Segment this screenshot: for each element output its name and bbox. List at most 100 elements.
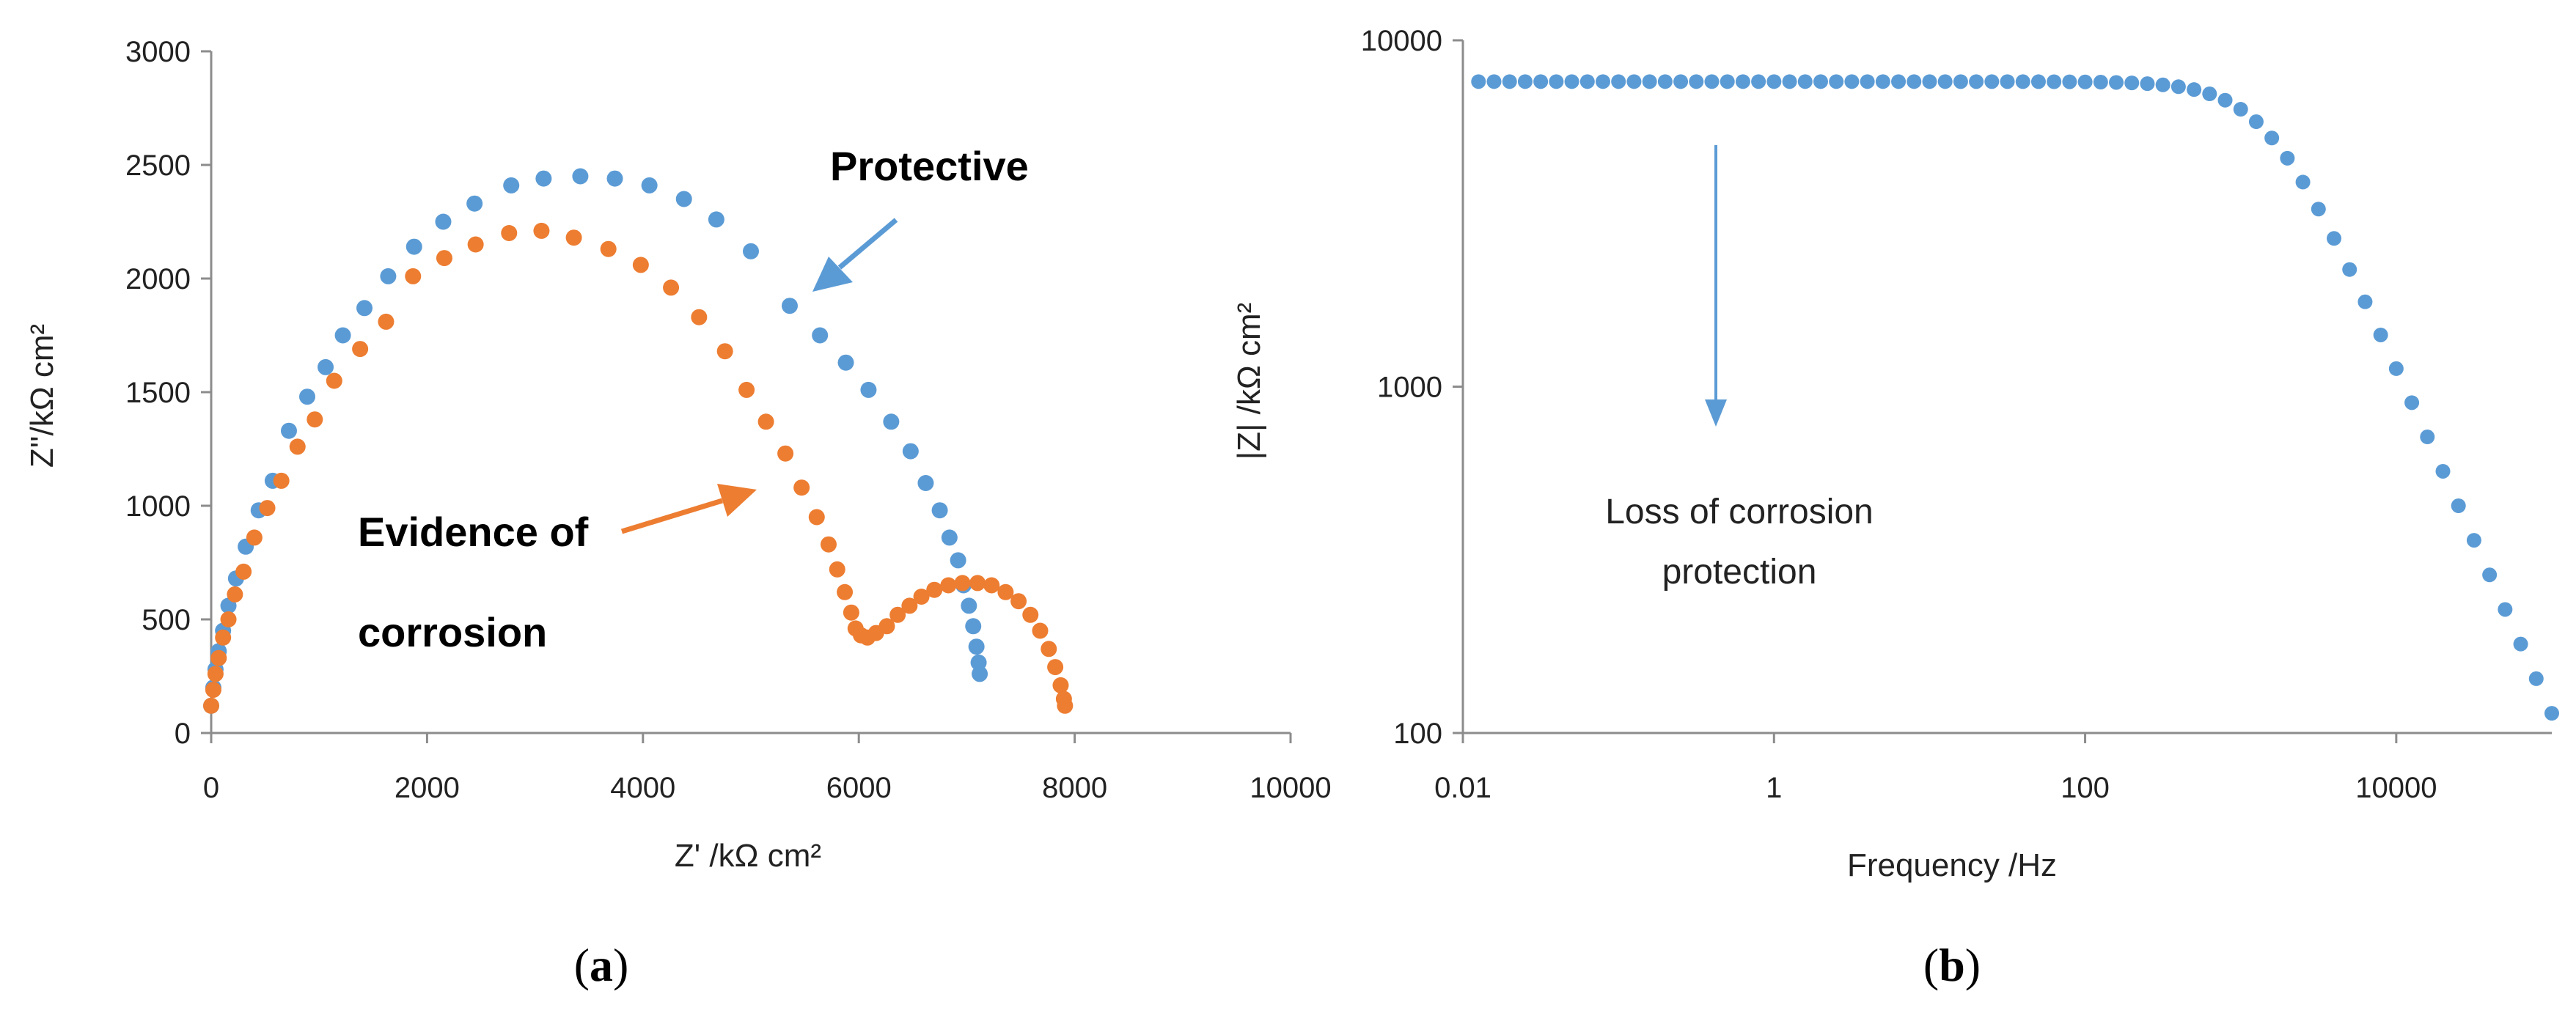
- data-point: [1720, 74, 1735, 89]
- data-point: [535, 170, 552, 187]
- nyquist-plot: 0 500 1000 1500 2000 2500 3000 0 2000 4000 6000 80…: [24, 36, 1332, 991]
- data-point: [1922, 74, 1937, 89]
- data-point: [917, 475, 934, 491]
- data-point: [1022, 606, 1039, 623]
- evidence-label-line2: corrosion: [358, 609, 547, 655]
- data-point: [738, 381, 755, 398]
- data-point: [1564, 74, 1579, 89]
- data-point: [968, 638, 985, 655]
- data-point: [2482, 567, 2498, 583]
- data-point: [777, 445, 794, 462]
- data-point: [1907, 74, 1922, 89]
- data-point: [1829, 74, 1844, 89]
- data-point: [1642, 74, 1657, 89]
- data-point: [2342, 262, 2357, 277]
- data-point: [2170, 79, 2186, 95]
- data-point: [1502, 74, 1517, 89]
- x-tick-label: 2000: [395, 772, 460, 804]
- data-point: [940, 577, 957, 594]
- data-point: [1797, 74, 1813, 89]
- data-point: [2140, 76, 2155, 92]
- data-point: [829, 561, 845, 578]
- evidence-arrow: [620, 484, 757, 534]
- data-point: [235, 563, 252, 580]
- data-point: [280, 422, 297, 439]
- data-point: [220, 611, 237, 627]
- data-point: [606, 170, 623, 187]
- panel-label-b: (b): [1923, 939, 1981, 991]
- x-ticks: 0 2000 4000 6000 8000 10000: [203, 733, 1332, 804]
- data-point: [941, 529, 958, 546]
- data-point: [2451, 498, 2466, 513]
- data-point: [2311, 202, 2326, 217]
- data-point: [273, 472, 290, 489]
- data-point: [1057, 697, 1074, 714]
- data-point: [2124, 75, 2140, 91]
- x-tick-label: 1: [1766, 772, 1782, 804]
- data-point: [259, 500, 276, 517]
- data-point: [406, 238, 422, 255]
- data-point: [215, 629, 232, 646]
- data-point: [708, 211, 724, 228]
- data-point: [1595, 74, 1610, 89]
- data-point: [2280, 150, 2295, 166]
- data-point: [501, 225, 518, 241]
- data-point: [716, 343, 733, 360]
- data-point: [503, 177, 520, 194]
- data-point: [289, 438, 306, 455]
- data-point: [641, 177, 658, 194]
- x-axis-label: Z' /kΩ cm²: [675, 838, 821, 874]
- data-point: [1844, 74, 1860, 89]
- data-point: [2373, 327, 2388, 342]
- data-point: [972, 666, 988, 682]
- data-point: [820, 536, 837, 553]
- data-point: [843, 604, 859, 621]
- data-point: [902, 443, 919, 460]
- evidence-label-line1: Evidence of: [358, 509, 589, 555]
- data-point: [1549, 74, 1564, 89]
- data-point: [2498, 602, 2513, 617]
- series-0: [1471, 74, 2559, 721]
- data-point: [950, 552, 966, 569]
- data-point: [632, 257, 649, 273]
- y-axis-label: |Z| /kΩ cm²: [1231, 303, 1267, 460]
- data-point: [2420, 430, 2435, 445]
- y-tick-label: 500: [142, 604, 191, 636]
- data-point: [883, 413, 900, 430]
- loss-label-line2: protection: [1662, 553, 1817, 592]
- data-point: [2093, 75, 2108, 90]
- data-point: [352, 341, 369, 358]
- data-point: [2202, 86, 2217, 102]
- y-ticks: 0 500 1000 1500 2000 2500 3000: [125, 36, 211, 750]
- data-point: [2047, 74, 2062, 89]
- data-point: [2062, 74, 2077, 89]
- data-point: [1517, 74, 1533, 89]
- data-point: [1041, 641, 1057, 657]
- series-1: [203, 222, 1074, 714]
- data-point: [969, 575, 986, 592]
- data-point: [1052, 677, 1069, 693]
- loss-arrow: [1705, 145, 1727, 427]
- data-point: [926, 581, 943, 598]
- data-point: [203, 697, 219, 714]
- data-point: [2435, 463, 2451, 479]
- data-point: [965, 618, 982, 635]
- data-point: [793, 479, 810, 496]
- data-point: [227, 586, 243, 603]
- x-tick-label: 6000: [826, 772, 892, 804]
- data-point: [812, 327, 829, 344]
- y-tick-label: 0: [175, 718, 191, 750]
- data-point: [837, 583, 854, 600]
- data-point: [466, 195, 483, 212]
- data-point: [757, 413, 774, 430]
- data-point: [1611, 74, 1626, 89]
- y-tick-label: 10000: [1361, 25, 1442, 57]
- data-point: [1751, 74, 1766, 89]
- data-point: [961, 597, 977, 614]
- data-point: [1032, 622, 1049, 639]
- data-point: [2155, 77, 2170, 92]
- data-point: [2000, 74, 2015, 89]
- protective-arrow: [812, 218, 898, 292]
- data-point: [2187, 82, 2202, 97]
- data-point: [435, 213, 452, 230]
